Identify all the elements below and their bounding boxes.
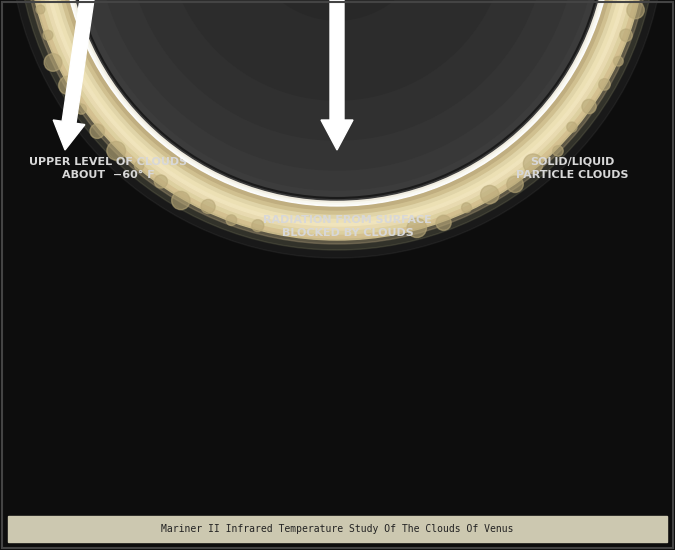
Circle shape xyxy=(77,0,597,190)
FancyArrow shape xyxy=(321,0,353,150)
Circle shape xyxy=(17,0,657,250)
Circle shape xyxy=(43,30,53,40)
Circle shape xyxy=(44,53,62,72)
Circle shape xyxy=(97,0,577,170)
Circle shape xyxy=(226,215,237,226)
Circle shape xyxy=(67,0,607,200)
Text: OF THE CLOUDS OF VENUS: OF THE CLOUDS OF VENUS xyxy=(227,39,448,53)
FancyArrow shape xyxy=(53,0,132,150)
Circle shape xyxy=(33,0,641,234)
Circle shape xyxy=(61,0,613,206)
Bar xyxy=(8,516,667,542)
Circle shape xyxy=(75,0,599,192)
Circle shape xyxy=(57,0,617,210)
Circle shape xyxy=(599,79,610,90)
Circle shape xyxy=(582,100,596,114)
Circle shape xyxy=(436,215,451,230)
Circle shape xyxy=(155,175,167,188)
Circle shape xyxy=(45,0,629,222)
Circle shape xyxy=(627,1,644,19)
Text: ABOUT  −30° F: ABOUT −30° F xyxy=(306,100,399,110)
Circle shape xyxy=(171,191,190,210)
Text: BLOCKED BY CLOUDS: BLOCKED BY CLOUDS xyxy=(281,228,413,238)
Text: RADIATION FROM SURFACE: RADIATION FROM SURFACE xyxy=(263,215,432,225)
Text: PARTICLE CLOUDS: PARTICLE CLOUDS xyxy=(516,170,628,180)
Circle shape xyxy=(37,0,637,230)
Circle shape xyxy=(36,5,45,14)
Circle shape xyxy=(71,0,603,196)
Circle shape xyxy=(27,0,647,240)
Text: MARINER 2 INFRARED TEMPERATURE STUDY: MARINER 2 INFRARED TEMPERATURE STUDY xyxy=(155,20,520,36)
Text: MIDDLE LEVEL OF CLOUDS: MIDDLE LEVEL OF CLOUDS xyxy=(270,87,435,97)
Text: ABOUT  −60° F: ABOUT −60° F xyxy=(61,170,155,180)
Text: Mariner II Infrared Temperature Study Of The Clouds Of Venus: Mariner II Infrared Temperature Study Of… xyxy=(161,524,514,534)
Circle shape xyxy=(107,141,126,160)
Circle shape xyxy=(29,0,645,238)
Circle shape xyxy=(481,185,499,204)
Circle shape xyxy=(41,0,633,226)
Circle shape xyxy=(201,200,215,213)
Circle shape xyxy=(407,218,427,238)
Circle shape xyxy=(567,122,577,132)
Circle shape xyxy=(167,0,507,100)
Circle shape xyxy=(252,219,264,232)
Circle shape xyxy=(614,57,623,66)
Circle shape xyxy=(23,0,651,244)
Text: UPPER LEVEL OF CLOUDS: UPPER LEVEL OF CLOUDS xyxy=(29,157,187,167)
Circle shape xyxy=(76,104,86,114)
Circle shape xyxy=(61,0,613,206)
Circle shape xyxy=(247,0,427,20)
Circle shape xyxy=(49,0,625,218)
Circle shape xyxy=(67,0,607,200)
Bar xyxy=(0,545,675,550)
Circle shape xyxy=(507,176,523,192)
Circle shape xyxy=(127,0,547,140)
Circle shape xyxy=(9,0,665,258)
Circle shape xyxy=(53,0,621,214)
Circle shape xyxy=(553,146,563,156)
Circle shape xyxy=(462,203,471,213)
Text: SOLID/LIQUID: SOLID/LIQUID xyxy=(530,157,614,167)
Circle shape xyxy=(523,154,543,174)
Circle shape xyxy=(620,29,632,41)
Circle shape xyxy=(90,124,105,139)
Circle shape xyxy=(59,76,77,95)
Circle shape xyxy=(63,0,611,204)
Circle shape xyxy=(65,0,609,202)
Circle shape xyxy=(134,161,144,170)
